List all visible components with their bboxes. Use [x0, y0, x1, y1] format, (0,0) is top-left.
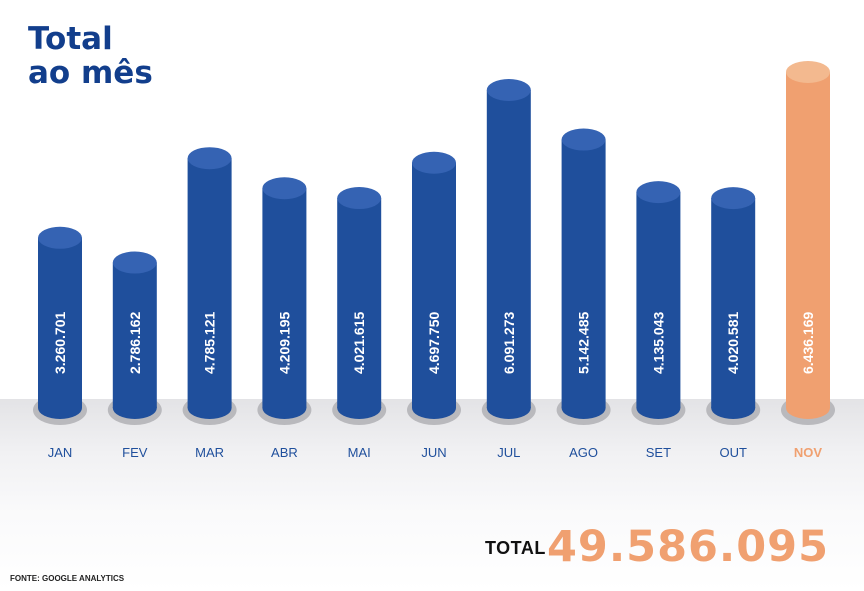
bar-jul: 6.091.273 JUL	[481, 79, 536, 460]
bar-top-cap	[561, 128, 606, 151]
total-value: 49.586.095	[547, 522, 830, 572]
category-label-mar: MAR	[195, 445, 224, 460]
bar-body	[262, 188, 307, 408]
bar-value-label: 6.436.169	[800, 312, 816, 374]
bar-top-cap	[786, 61, 830, 83]
source-note: FONTE: GOOGLE ANALYTICS	[10, 574, 125, 583]
bar-body	[561, 139, 606, 408]
bar-value-label: 4.785.121	[202, 312, 218, 374]
bar-top-cap	[337, 187, 382, 210]
category-label-out: OUT	[719, 445, 747, 460]
category-label-abr: ABR	[271, 445, 298, 460]
bar-jun: 4.697.750 JUN	[407, 151, 461, 460]
bar-top-cap	[38, 226, 82, 249]
bar-top-cap	[486, 79, 531, 102]
category-label-jun: JUN	[421, 445, 446, 460]
category-label-fev: FEV	[122, 445, 148, 460]
title-line-2: ao mês	[28, 55, 153, 91]
bar-nov: 6.436.169 NOV	[781, 61, 835, 460]
category-label-jul: JUL	[497, 445, 520, 460]
bar-mar: 4.785.121 MAR	[182, 147, 237, 460]
bar-body	[412, 162, 456, 408]
bar-body	[38, 237, 82, 408]
bar-out: 4.020.581 OUT	[706, 187, 761, 460]
bar-top-cap	[412, 151, 456, 174]
bar-set: 4.135.043 SET	[631, 181, 686, 460]
bar-mai: 4.021.615 MAI	[332, 187, 387, 460]
bar-body	[486, 90, 531, 409]
chart-title: Total ao mês	[28, 22, 153, 90]
bar-top-cap	[636, 181, 681, 204]
bar-value-label: 5.142.485	[576, 312, 592, 374]
bar-value-label: 4.697.750	[426, 312, 442, 374]
bar-top-cap	[187, 147, 232, 170]
bar-top-cap	[112, 251, 157, 274]
bar-body	[112, 262, 157, 408]
bar-fev: 2.786.162 FEV	[107, 251, 162, 460]
category-label-set: SET	[646, 445, 671, 460]
total-label: TOTAL	[485, 538, 546, 558]
bar-value-label: 4.135.043	[650, 312, 666, 374]
bar-top-cap	[262, 177, 307, 200]
bar-value-label: 3.260.701	[52, 312, 68, 374]
bar-value-label: 2.786.162	[127, 312, 143, 374]
bar-top-cap	[711, 187, 756, 210]
category-label-mai: MAI	[348, 445, 371, 460]
bar-abr: 4.209.195 ABR	[257, 177, 312, 460]
bar-jan: 3.260.701 JAN	[33, 226, 87, 460]
category-label-jan: JAN	[48, 445, 73, 460]
category-label-nov: NOV	[794, 445, 823, 460]
bar-value-label: 4.020.581	[725, 312, 741, 374]
bar-body	[187, 158, 232, 408]
bar-value-label: 4.209.195	[276, 312, 292, 374]
bar-body	[636, 192, 681, 408]
category-label-ago: AGO	[569, 445, 598, 460]
bar-ago: 5.142.485 AGO	[556, 128, 611, 460]
bar-body	[711, 198, 756, 408]
bar-body	[786, 72, 830, 408]
bar-value-label: 6.091.273	[501, 312, 517, 374]
chart-floor	[0, 399, 864, 591]
title-line-1: Total	[28, 21, 113, 57]
bar-value-label: 4.021.615	[351, 312, 367, 374]
bar-body	[337, 198, 382, 408]
